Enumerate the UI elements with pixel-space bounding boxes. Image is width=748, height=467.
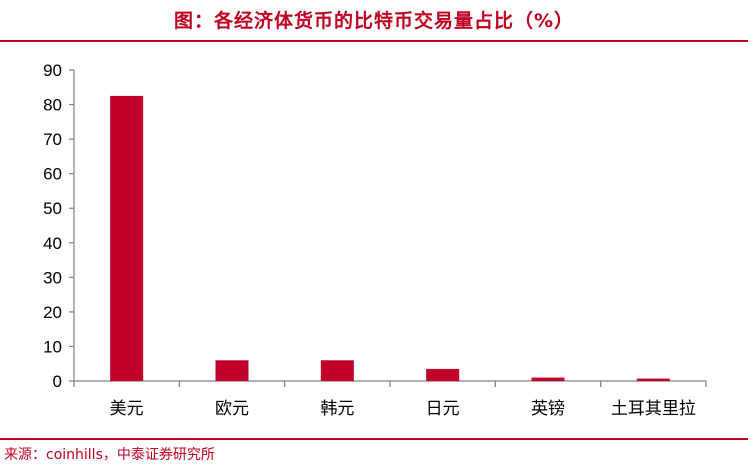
source-note: 来源：coinhills，中泰证券研究所 xyxy=(4,447,215,463)
title-divider xyxy=(0,40,748,42)
bar-chart: 0 10 20 30 40 50 60 70 80 90 美元 欧元 韩元 日元 英镑 土耳其里拉 xyxy=(43,61,707,419)
y-tick-label: 10 xyxy=(43,337,62,356)
chart-title: 图：各经济体货币的比特币交易量占比（%） xyxy=(173,10,575,32)
bars xyxy=(110,95,670,382)
y-tick-label: 70 xyxy=(43,130,62,149)
bar xyxy=(320,360,354,381)
x-category-label: 韩元 xyxy=(320,399,354,419)
bar xyxy=(636,378,670,381)
bar xyxy=(531,377,565,381)
x-category-label: 欧元 xyxy=(215,399,249,419)
x-category-label: 日元 xyxy=(426,399,460,419)
y-tick-label: 30 xyxy=(43,268,62,287)
y-tick-label: 40 xyxy=(43,234,62,253)
y-tick-label: 60 xyxy=(43,165,62,184)
x-axis: 美元 欧元 韩元 日元 英镑 土耳其里拉 xyxy=(73,380,707,419)
y-tick-label: 80 xyxy=(43,96,62,115)
x-category-label: 土耳其里拉 xyxy=(611,399,696,419)
y-tick-label: 50 xyxy=(43,199,62,218)
x-category-label: 英镑 xyxy=(531,399,565,419)
bar xyxy=(110,95,144,382)
y-tick-label: 0 xyxy=(53,372,62,391)
x-category-label: 美元 xyxy=(110,399,144,419)
y-axis: 0 10 20 30 40 50 60 70 80 90 xyxy=(43,61,75,391)
bar xyxy=(215,360,249,381)
y-tick-label: 20 xyxy=(43,303,62,322)
footer-divider xyxy=(0,438,748,440)
bar xyxy=(426,368,460,381)
y-tick-label: 90 xyxy=(43,61,62,80)
